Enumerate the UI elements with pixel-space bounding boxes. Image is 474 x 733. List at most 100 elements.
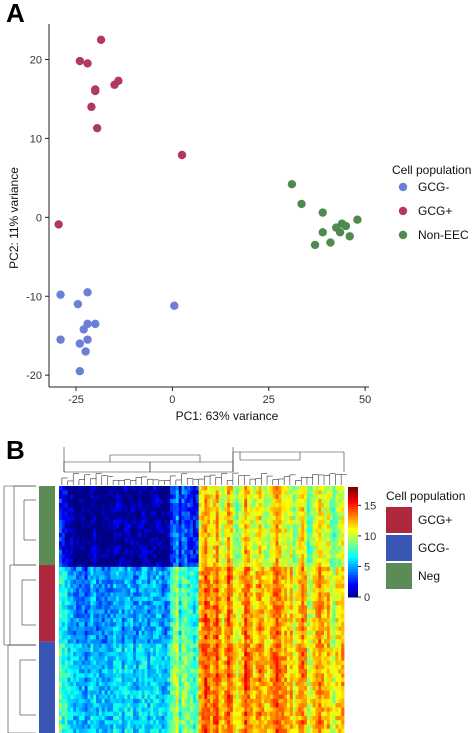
heatmap-cell	[70, 639, 74, 644]
heatmap-cell	[207, 545, 211, 551]
heatmap-cell	[207, 600, 211, 606]
heatmap-cell	[116, 571, 120, 576]
heatmap-cell	[121, 545, 125, 551]
heatmap-cell	[144, 486, 148, 491]
heatmap-cell	[210, 575, 214, 581]
heatmap-cell	[295, 537, 299, 542]
heatmap-cell	[201, 515, 205, 521]
heatmap-cell	[224, 660, 228, 666]
heatmap-cell	[304, 524, 308, 529]
heatmap-cell	[278, 609, 282, 615]
heatmap-cell	[93, 622, 97, 627]
heatmap-cell	[278, 545, 282, 551]
heatmap-cell	[221, 515, 225, 521]
heatmap-cell	[235, 528, 239, 534]
heatmap-cell	[84, 660, 88, 666]
heatmap-cell	[338, 532, 342, 538]
heatmap-cell	[289, 554, 294, 559]
heatmap-cell	[175, 643, 180, 649]
heatmap-cell	[235, 554, 239, 559]
heatmap-cell	[141, 681, 145, 687]
heatmap-cell	[81, 639, 86, 644]
heatmap-cell	[98, 503, 103, 508]
heatmap-cell	[318, 622, 322, 627]
heatmap-cell	[116, 677, 120, 683]
heatmap-cell	[244, 520, 248, 525]
heatmap-cell	[116, 537, 120, 542]
heatmap-cell	[318, 498, 322, 504]
heatmap-cell	[232, 613, 237, 619]
heatmap-cell	[61, 622, 66, 627]
heatmap-cell	[64, 520, 68, 525]
heatmap-cell	[181, 652, 185, 657]
heatmap-cell	[232, 490, 237, 495]
heatmap-cell	[249, 677, 254, 683]
heatmap-cell	[110, 494, 114, 500]
heatmap-cell	[238, 528, 242, 534]
heatmap-cell	[287, 635, 291, 640]
x-tick-label: 25	[263, 394, 275, 406]
heatmap-cell	[287, 609, 291, 615]
heatmap-cell	[81, 609, 86, 615]
heatmap-cell	[241, 566, 245, 572]
heatmap-cell	[167, 558, 171, 564]
heatmap-cell	[318, 613, 322, 619]
heatmap-cell	[238, 609, 242, 615]
heatmap-cell	[118, 537, 123, 542]
heatmap-cell	[215, 588, 219, 593]
heatmap-cell	[113, 664, 117, 670]
heatmap-cell	[281, 498, 285, 504]
heatmap-cell	[107, 681, 111, 687]
heatmap-cell	[158, 566, 162, 572]
heatmap-cell	[315, 503, 319, 508]
heatmap-cell	[295, 562, 299, 568]
heatmap-cell	[190, 532, 194, 538]
heatmap-cell	[190, 677, 194, 683]
heatmap-cell	[195, 571, 200, 576]
heatmap-cell	[264, 541, 268, 547]
heatmap-cell	[261, 486, 265, 491]
heatmap-cell	[341, 566, 345, 572]
heatmap-cell	[70, 511, 74, 517]
heatmap-cell	[198, 609, 202, 615]
heatmap-cell	[178, 541, 182, 547]
heatmap-cell	[275, 660, 279, 666]
heatmap-cell	[164, 549, 168, 555]
heatmap-cell	[181, 524, 185, 529]
heatmap-cell	[173, 524, 177, 529]
heatmap-cell	[306, 532, 311, 538]
heatmap-cell	[212, 575, 217, 581]
heatmap-cell	[124, 503, 128, 508]
heatmap-cell	[241, 664, 245, 670]
heatmap-cell	[272, 554, 276, 559]
heatmap-cell	[173, 520, 177, 525]
heatmap-cell	[107, 622, 111, 627]
heatmap-cell	[235, 588, 239, 593]
heatmap-cell	[264, 515, 268, 521]
heatmap-cell	[232, 669, 237, 674]
heatmap-cell	[215, 571, 219, 576]
heatmap-cell	[64, 554, 68, 559]
heatmap-cell	[93, 511, 97, 517]
heatmap-cell	[338, 515, 342, 521]
heatmap-cell	[138, 630, 143, 636]
heatmap-cell	[76, 618, 80, 623]
heatmap-cell	[289, 677, 294, 683]
heatmap-cell	[329, 511, 333, 517]
heatmap-cell	[252, 579, 257, 585]
heatmap-cell	[84, 486, 88, 491]
heatmap-cell	[138, 575, 143, 581]
heatmap-cell	[107, 656, 111, 661]
heatmap-cell	[255, 592, 259, 598]
heatmap-cell	[110, 566, 114, 572]
heatmap-cell	[76, 532, 80, 538]
heatmap-cell	[224, 592, 228, 598]
heatmap-cell	[73, 643, 77, 649]
heatmap-cell	[116, 643, 120, 649]
heatmap-cell	[78, 583, 83, 589]
heatmap-cell	[218, 626, 222, 632]
heatmap-cell	[155, 537, 160, 542]
heatmap-cell	[301, 630, 305, 636]
heatmap-cell	[147, 524, 151, 529]
heatmap-cell	[221, 618, 225, 623]
